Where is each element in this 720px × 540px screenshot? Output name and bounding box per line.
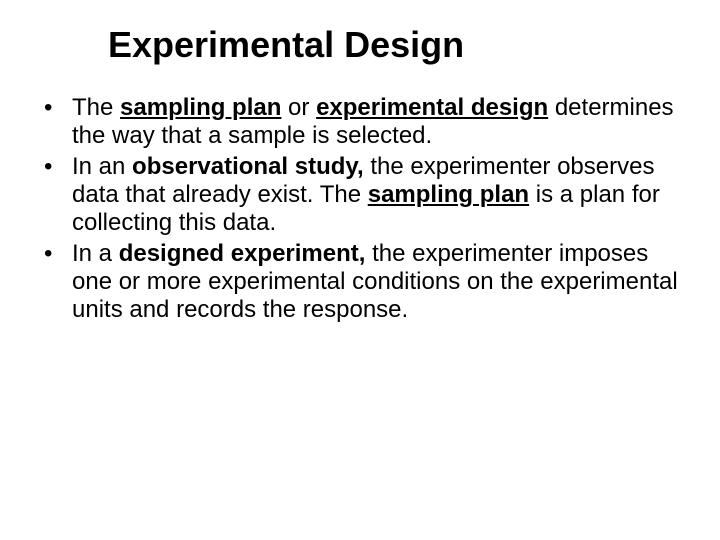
- text-run: experimental design: [316, 94, 548, 121]
- text-run: sampling plan: [120, 94, 281, 121]
- bullet-item: The sampling plan or experimental design…: [44, 94, 684, 151]
- text-run: In an: [72, 153, 132, 180]
- text-run: In a: [72, 240, 119, 267]
- text-run: or: [281, 94, 316, 121]
- text-run: designed experiment,: [119, 240, 366, 267]
- text-run: The: [72, 94, 120, 121]
- slide: Experimental Design The sampling plan or…: [0, 0, 720, 540]
- page-title: Experimental Design: [108, 24, 684, 66]
- bullet-list: The sampling plan or experimental design…: [36, 94, 684, 325]
- text-run: sampling plan: [368, 181, 529, 208]
- bullet-item: In an observational study, the experimen…: [44, 153, 684, 238]
- text-run: observational study,: [132, 153, 364, 180]
- bullet-item: In a designed experiment, the experiment…: [44, 240, 684, 325]
